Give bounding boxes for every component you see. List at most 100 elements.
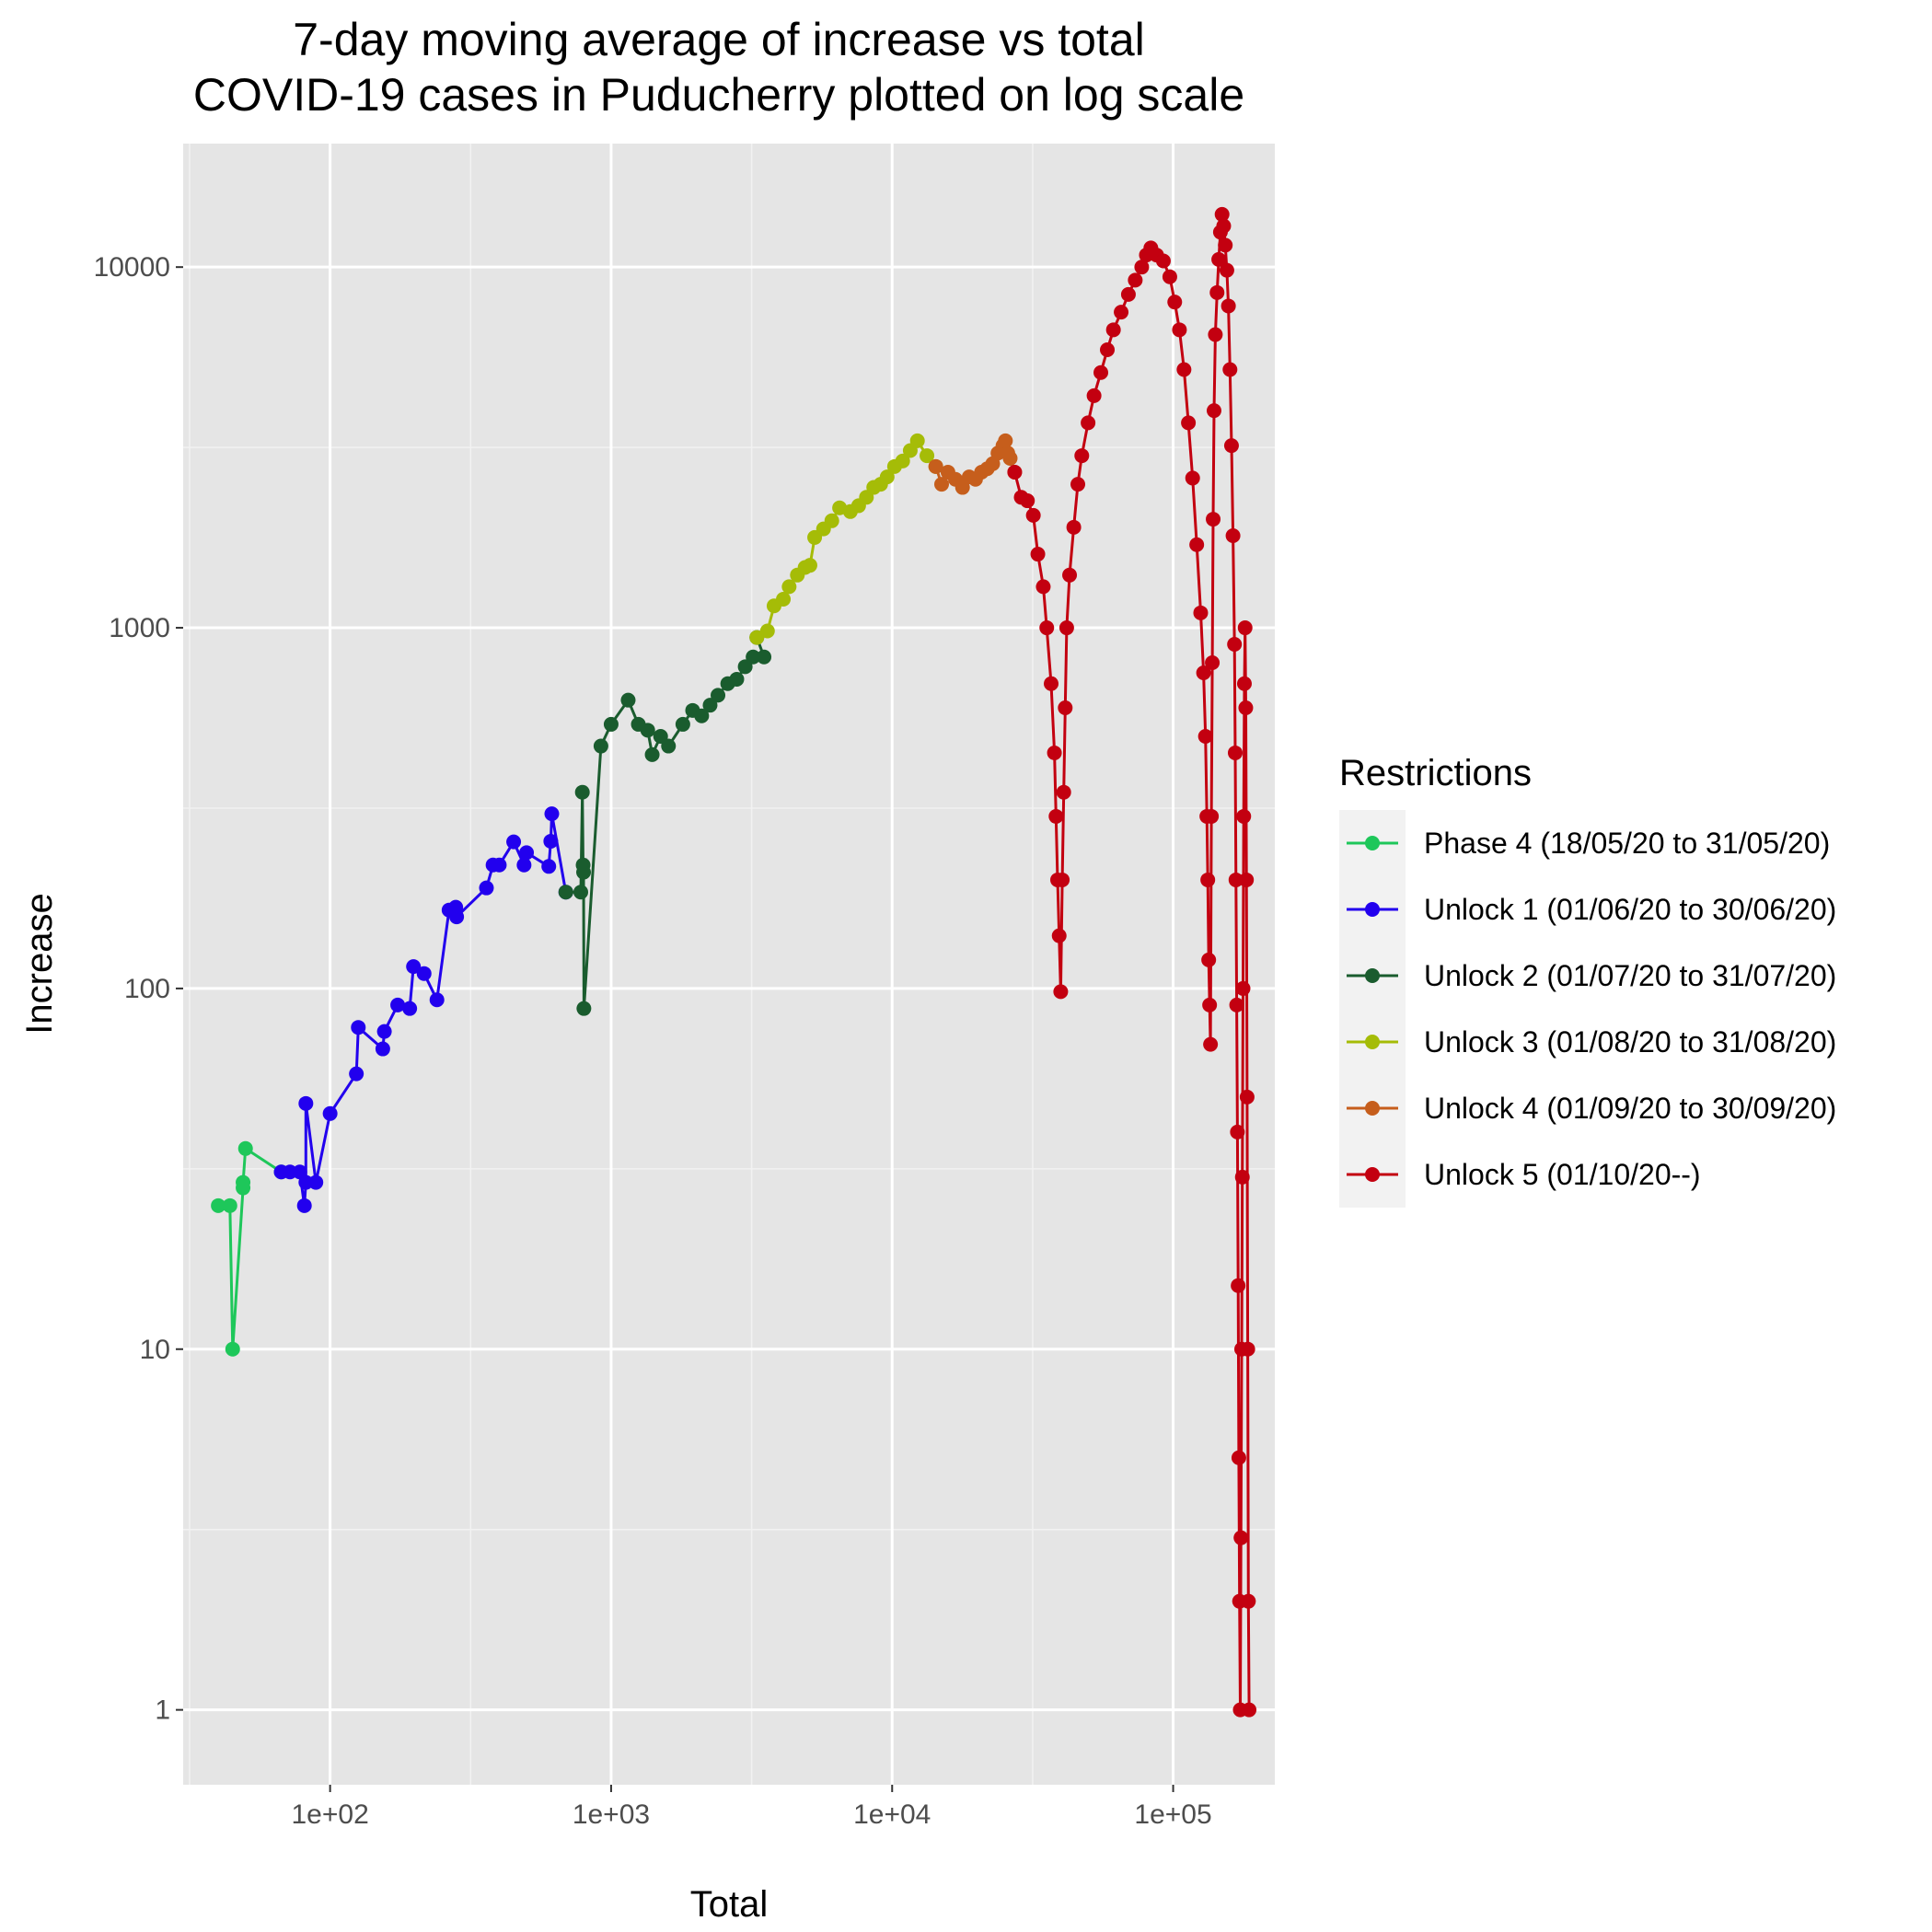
data-point [675,716,690,732]
data-point [1035,579,1051,595]
data-point [516,857,532,873]
data-point [1200,872,1216,887]
data-point [749,630,765,645]
data-point [895,453,910,469]
data-point [1203,1036,1219,1052]
series-layer [211,206,1257,1718]
legend-key-point [1365,1101,1380,1116]
data-point [909,433,925,448]
data-point [1206,512,1221,527]
data-point [776,592,792,607]
data-point [1235,980,1251,996]
data-point [1134,260,1150,275]
data-point [225,1341,240,1357]
data-point [429,992,445,1008]
data-point [1002,450,1018,466]
data-point [1181,415,1197,431]
data-point [746,649,761,665]
data-point [1230,1124,1245,1140]
data-point [620,692,636,708]
legend-label: Unlock 5 (01/10/20--) [1424,1158,1701,1191]
data-point [1205,655,1221,671]
data-point [1231,1450,1246,1465]
data-point [603,716,619,732]
data-point [1228,872,1244,887]
legend-key-point [1365,836,1380,850]
x-tick-label: 1e+03 [573,1799,650,1830]
data-point [1227,636,1243,652]
data-point [1206,403,1221,419]
data-point [1214,206,1230,222]
legend-key-background [1339,810,1406,1208]
data-point [1221,298,1236,314]
legend-label: Phase 4 (18/05/20 to 31/05/20) [1424,827,1830,860]
data-point [1070,477,1086,492]
legend-label: Unlock 4 (01/09/20 to 30/09/20) [1424,1092,1836,1125]
data-point [1233,1530,1249,1545]
data-point [416,966,432,981]
data-point [1239,1089,1255,1105]
data-point [1059,620,1074,636]
data-point [1053,984,1069,1000]
chart-title-line-1: 7-day moving average of increase vs tota… [293,14,1145,65]
y-tick-label: 100 [124,974,170,1004]
data-point [298,1095,314,1111]
x-tick-label: 1e+02 [292,1799,369,1830]
legend-key-point [1365,1035,1380,1049]
x-tick-label: 1e+05 [1134,1799,1211,1830]
data-point [544,806,560,822]
y-tick-label: 1000 [109,613,170,643]
data-point [1066,519,1082,535]
data-point [998,433,1013,448]
data-point [711,688,726,703]
data-point [1025,507,1041,523]
data-point [640,723,655,738]
data-point [479,880,494,896]
data-point [1236,808,1252,824]
data-point [222,1197,237,1213]
plot-panel [183,144,1275,1785]
data-point [1202,997,1218,1012]
y-axis-title: Increase [19,893,60,1034]
data-point [1162,269,1177,284]
data-point [1185,470,1200,486]
data-point [406,959,422,975]
data-point [1242,1702,1257,1718]
data-point [1241,1593,1256,1609]
data-point [1172,322,1187,338]
data-point [376,1024,392,1039]
data-point [1239,872,1255,887]
data-point [296,1197,312,1213]
data-point [1231,1278,1246,1293]
data-point [1155,253,1171,269]
data-point [1039,620,1055,636]
data-point [1056,784,1071,800]
data-point [1105,322,1121,338]
data-point [781,579,797,595]
data-point [1114,305,1129,320]
data-point [1093,364,1109,380]
data-point [1058,700,1073,715]
data-point [1081,415,1096,431]
data-point [954,480,970,495]
data-point [1204,808,1220,824]
data-point [211,1197,226,1213]
data-point [402,1001,418,1016]
legend-label: Unlock 1 (01/06/20 to 30/06/20) [1424,893,1836,926]
data-point [1223,438,1239,454]
data-point [1100,341,1116,357]
data-point [308,1174,324,1190]
data-point [1201,952,1217,967]
data-point [920,448,935,464]
data-point [1167,295,1183,310]
x-tick-label: 1e+04 [853,1799,931,1830]
data-point [492,857,507,873]
data-point [449,909,465,925]
data-point [519,845,535,861]
data-point [1047,745,1062,760]
data-point [1074,448,1090,464]
data-point [1209,284,1225,300]
major-gridlines [183,144,1275,1785]
data-point [1196,665,1211,681]
data-point [1218,237,1233,253]
